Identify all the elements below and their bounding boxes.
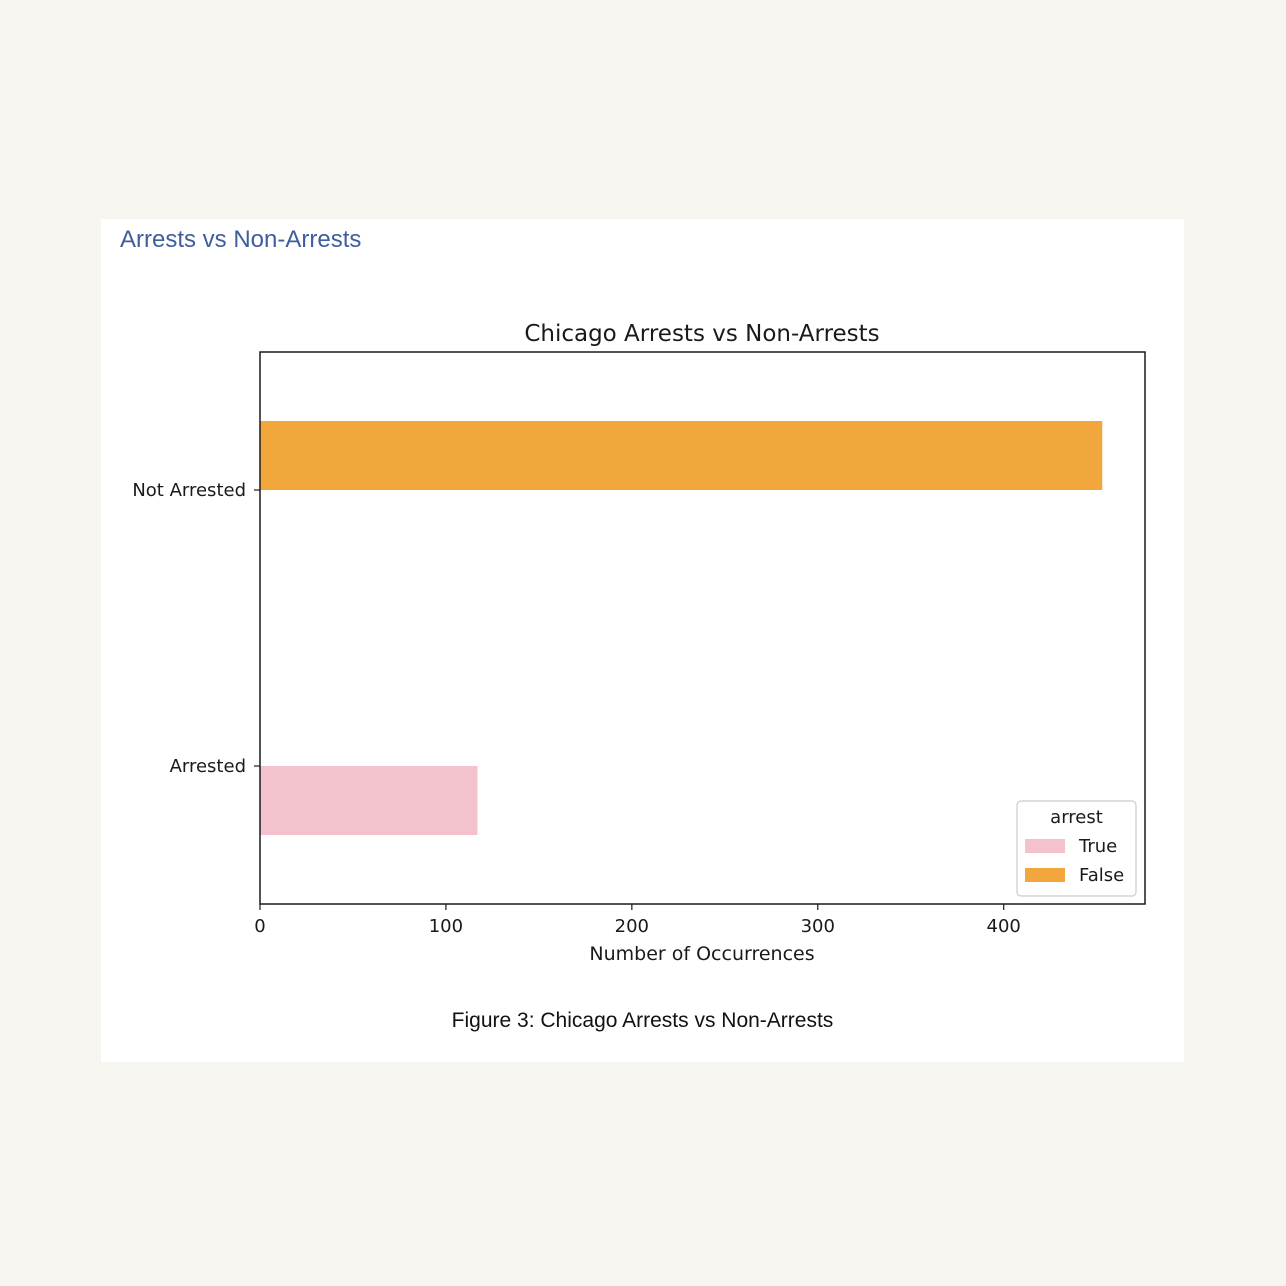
legend-title: arrest: [1050, 807, 1103, 828]
document-page: Arrests vs Non-Arrests Chicago Arrests v…: [101, 219, 1184, 1062]
y-tick-label: Not Arrested: [132, 480, 246, 501]
legend-label-true: True: [1078, 836, 1117, 857]
bar-false-not-arrested: [260, 421, 1103, 490]
bar-chart: Chicago Arrests vs Non-Arrests Not Arres…: [132, 321, 1146, 965]
x-tick-label: 400: [987, 916, 1021, 937]
figure-caption: Figure 3: Chicago Arrests vs Non-Arrests: [451, 1009, 834, 1032]
legend-swatch-true: [1025, 839, 1065, 853]
x-tick-label: 0: [254, 916, 265, 937]
bar-true-arrested: [260, 766, 478, 835]
bars-layer: [260, 421, 1103, 835]
plot-frame: [259, 351, 1146, 905]
legend-label-false: False: [1079, 865, 1124, 886]
axes-layer: Not Arrested Arrested 0 100 200 300 400: [132, 480, 1021, 937]
x-axis-label: Number of Occurrences: [589, 943, 814, 965]
chart-title: Chicago Arrests vs Non-Arrests: [524, 321, 879, 347]
chart-legend: arrest True False: [1016, 800, 1137, 897]
x-tick-label: 300: [801, 916, 835, 937]
x-tick-label: 100: [429, 916, 463, 937]
y-tick-label: Arrested: [170, 756, 246, 777]
legend-swatch-false: [1025, 868, 1065, 882]
section-heading: Arrests vs Non-Arrests: [120, 226, 362, 253]
x-tick-label: 200: [615, 916, 649, 937]
